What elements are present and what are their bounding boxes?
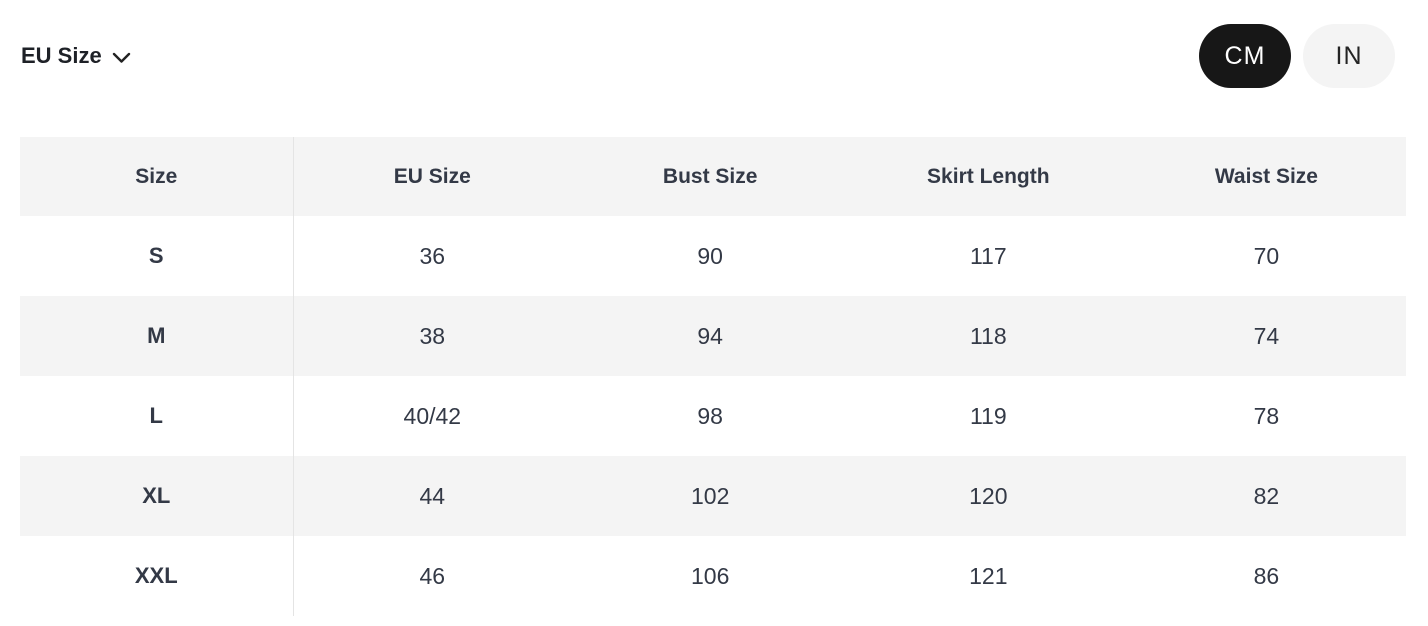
unit-button-in[interactable]: IN [1303, 24, 1395, 88]
value-cell: 86 [1253, 562, 1280, 589]
value-cell: 38 [419, 322, 446, 349]
value-cell: 70 [1253, 242, 1280, 269]
table-header-row: Size EU Size Bust Size Skirt Length Waist Si… [20, 137, 1406, 216]
value-cell: 118 [969, 322, 1007, 349]
value-cell: 78 [1253, 402, 1280, 429]
table-row: S 36 90 117 70 [20, 216, 1406, 296]
value-cell: 94 [697, 322, 723, 349]
size-cell: M [20, 296, 294, 376]
value-cell: 102 [691, 482, 730, 509]
value-cell: 119 [969, 402, 1007, 429]
value-cell: 98 [697, 402, 723, 429]
value-cell: 36 [419, 242, 446, 269]
table-row: XL 44 102 120 82 [20, 456, 1406, 536]
size-standard-dropdown[interactable]: EU Size [21, 42, 131, 70]
table-body: S 36 90 117 70 M 38 94 118 74 L 40/42 98 119 78 XL 44 102… [20, 216, 1406, 616]
unit-button-cm[interactable]: CM [1199, 24, 1291, 88]
value-cell: 121 [969, 562, 1008, 589]
value-cell: 117 [969, 242, 1007, 269]
table-row: XXL 46 106 121 86 [20, 536, 1406, 616]
value-cell: 90 [697, 242, 723, 269]
column-header: Waist Size [1214, 164, 1318, 188]
size-cell: XXL [20, 536, 294, 616]
column-header: EU Size [393, 164, 471, 188]
value-cell: 74 [1253, 322, 1280, 349]
column-header: Bust Size [662, 164, 758, 188]
column-header: Skirt Length [927, 164, 1050, 188]
value-cell: 82 [1253, 482, 1280, 509]
value-cell: 106 [691, 562, 730, 589]
value-cell: 46 [419, 562, 446, 589]
size-chart-table: Size EU Size Bust Size Skirt Length Waist Si… [20, 137, 1406, 616]
size-cell: S [20, 216, 294, 296]
table-row: M 38 94 118 74 [20, 296, 1406, 376]
size-cell: XL [20, 456, 294, 536]
column-header: Size [20, 137, 294, 216]
value-cell: 44 [419, 482, 446, 509]
value-cell: 120 [969, 482, 1008, 509]
value-cell: 40/42 [403, 402, 462, 429]
chevron-down-icon [112, 52, 131, 64]
table-row: L 40/42 98 119 78 [20, 376, 1406, 456]
size-standard-label: EU Size [21, 43, 102, 68]
unit-toggle: CM IN [1199, 24, 1395, 88]
size-cell: L [20, 376, 294, 456]
